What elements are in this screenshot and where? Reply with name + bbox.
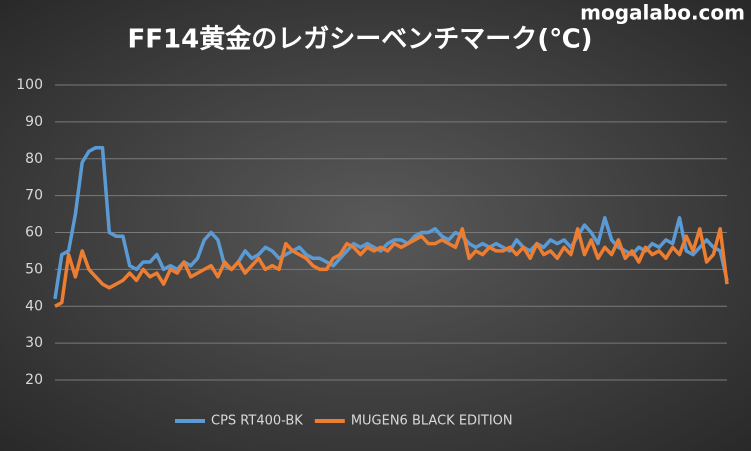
y-tick-label: 90 (25, 114, 43, 130)
y-tick-label: 40 (25, 298, 43, 314)
y-tick-label: 60 (25, 225, 43, 241)
y-tick-label: 80 (25, 151, 43, 167)
y-tick-label: 30 (25, 335, 43, 351)
y-tick-label: 70 (25, 188, 43, 204)
legend-label: MUGEN6 BLACK EDITION (351, 414, 513, 429)
watermark: mogalabo.com (580, 1, 745, 25)
y-tick-label: 100 (16, 77, 43, 93)
data-line (54, 227, 729, 308)
chart-title: FF14黄金のレガシーベンチマーク(℃) (128, 24, 593, 55)
y-tick-label: 50 (25, 261, 43, 277)
y-tick-label: 20 (25, 372, 43, 388)
legend-label: CPS RT400-BK (211, 414, 303, 429)
